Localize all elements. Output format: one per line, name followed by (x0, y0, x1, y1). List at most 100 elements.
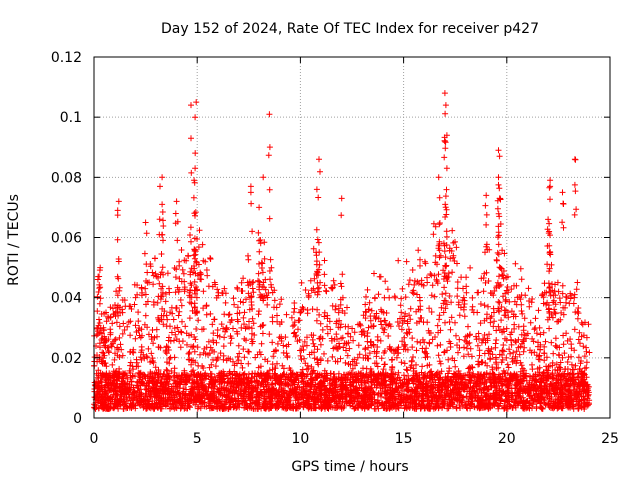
data-point (446, 365, 453, 372)
data-point (453, 244, 460, 251)
data-point (259, 330, 266, 337)
data-point (574, 315, 581, 322)
data-point (234, 353, 241, 360)
data-point (132, 294, 139, 301)
data-point (490, 323, 497, 330)
data-point (417, 256, 423, 263)
data-point (419, 363, 426, 370)
data-point (124, 323, 131, 330)
data-point (405, 281, 412, 288)
data-point (461, 313, 468, 320)
data-point (214, 286, 221, 293)
data-point (270, 353, 277, 360)
data-point (180, 270, 187, 277)
data-point (439, 291, 446, 298)
data-point (316, 311, 323, 318)
data-point (152, 255, 158, 262)
data-point (434, 342, 441, 349)
data-point (314, 346, 321, 353)
data-point (241, 354, 248, 361)
data-point (575, 310, 582, 317)
data-point (493, 256, 500, 263)
data-point (571, 326, 578, 333)
data-point (250, 320, 257, 327)
data-point (374, 337, 381, 344)
data-point (274, 360, 280, 367)
data-point (171, 365, 178, 372)
data-point (269, 339, 276, 346)
data-point (203, 267, 210, 273)
data-point (144, 354, 151, 361)
data-point (551, 309, 558, 316)
data-point (347, 333, 354, 340)
data-point (167, 354, 174, 361)
data-point (240, 314, 247, 321)
data-point (200, 288, 207, 295)
data-point (463, 345, 470, 352)
data-point (454, 293, 461, 300)
data-point (477, 301, 484, 307)
data-point (452, 319, 458, 326)
data-point (467, 264, 474, 271)
data-point (178, 247, 185, 253)
data-point (329, 353, 336, 360)
data-point (255, 311, 262, 318)
data-point (525, 285, 532, 292)
data-point (344, 330, 351, 337)
data-point (541, 350, 548, 357)
data-point (424, 279, 431, 286)
data-point (555, 351, 562, 358)
data-point (179, 266, 186, 273)
data-point (436, 312, 443, 319)
data-point (396, 323, 402, 329)
data-point (213, 339, 220, 346)
data-point (280, 349, 287, 356)
data-point (504, 361, 511, 368)
data-point (234, 304, 241, 311)
data-point (207, 310, 214, 317)
data-point (249, 315, 256, 322)
data-point (436, 358, 443, 365)
data-point (321, 282, 328, 289)
data-point (127, 332, 134, 339)
data-point (109, 320, 116, 327)
data-point (322, 287, 329, 294)
data-point (424, 319, 431, 326)
data-point (266, 331, 273, 338)
data-point (298, 279, 305, 286)
data-point (221, 311, 228, 318)
data-point (557, 359, 564, 366)
data-point (116, 334, 123, 341)
data-point (321, 271, 328, 278)
data-point (204, 272, 211, 279)
data-point (406, 277, 413, 284)
data-point (212, 363, 219, 370)
data-point (378, 355, 385, 362)
data-point (485, 303, 491, 310)
data-point (257, 237, 264, 243)
data-point (120, 320, 127, 327)
data-point (542, 338, 549, 345)
data-point (132, 322, 139, 329)
data-point (493, 327, 500, 334)
data-point (240, 275, 247, 282)
data-point (227, 340, 234, 347)
data-point (454, 279, 461, 285)
data-point (499, 271, 505, 278)
data-point (302, 287, 309, 293)
data-point (529, 361, 535, 368)
data-point (276, 301, 283, 308)
data-point (153, 326, 160, 333)
data-point (447, 326, 454, 333)
data-point (133, 359, 140, 366)
data-point (386, 345, 393, 352)
data-point (410, 290, 417, 297)
data-point (415, 247, 422, 254)
data-point (498, 317, 505, 324)
data-point (182, 323, 189, 330)
data-point (242, 325, 249, 332)
data-point (317, 341, 324, 348)
data-point (527, 319, 534, 326)
data-point (272, 365, 279, 372)
data-point (171, 337, 177, 344)
